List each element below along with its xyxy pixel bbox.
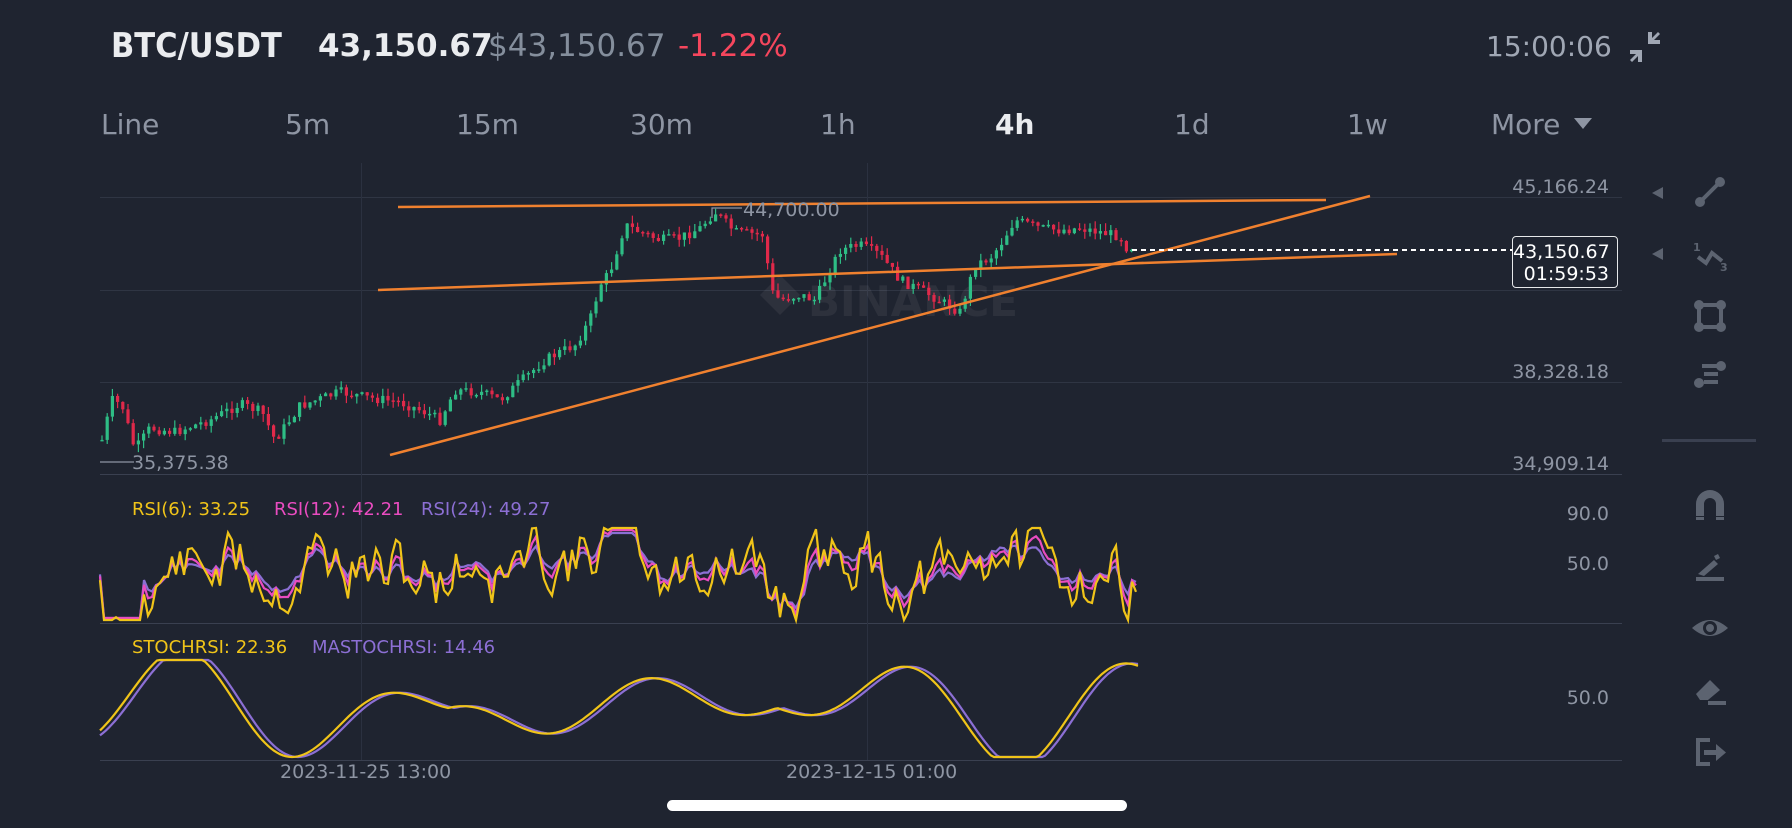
current-price-box: 43,150.67 01:59:53 [1512,236,1618,288]
stoch-axis-label: 50.0 [1566,687,1609,709]
rsi6-label: RSI(6): 33.25 [132,499,251,520]
pane-divider [100,760,1622,761]
vertical-gridline [867,163,868,760]
rsi24-label: RSI(24): 49.27 [421,499,551,520]
tab-5m[interactable]: 5m [285,108,331,141]
stochrsi-label: STOCHRSI: 22.36 [132,637,288,658]
usd-price: $43,150.67 [488,28,666,64]
eye-icon[interactable] [1690,608,1730,648]
tab-1d[interactable]: 1d [1174,108,1210,141]
interval-tabs: Line 5m 15m 30m 1h 4h 1d 1w More [0,108,1792,158]
rsi-axis-label: 50.0 [1566,553,1609,575]
rsi12-label: RSI(12): 42.21 [274,499,404,520]
compress-icon[interactable] [1628,28,1664,64]
last-price: 43,150.67 [318,28,493,64]
tab-4h[interactable]: 4h [995,108,1035,141]
price-axis-label: 45,166.24 [1512,176,1609,198]
parallel-channel-icon[interactable] [1690,356,1730,396]
tab-15m[interactable]: 15m [456,108,519,141]
date-label: 2023-11-25 13:00 [280,761,452,783]
pane-divider [100,623,1622,624]
magnet-icon[interactable] [1690,484,1730,524]
candle-countdown: 01:59:53 [1523,263,1609,285]
tab-30m[interactable]: 30m [630,108,693,141]
svg-text:3: 3 [1720,261,1728,274]
rectangle-icon[interactable] [1690,296,1730,336]
pair-title[interactable]: BTC/USDT [111,26,282,66]
collapse-arrow-icon[interactable] [1652,187,1663,199]
price-axis-label: 34,909.14 [1512,453,1609,475]
tab-line[interactable]: Line [101,108,160,141]
tab-1w[interactable]: 1w [1347,108,1388,141]
header: BTC/USDT 43,150.67 $43,150.67 -1.22% 15:… [0,0,1792,96]
change-percent: -1.22% [678,28,788,64]
svg-text:1: 1 [1693,241,1701,254]
gridline [100,197,1622,198]
collapse-arrow-icon[interactable] [1652,248,1663,260]
gridline [100,290,1622,291]
pane-divider [100,474,1622,475]
tab-more[interactable]: More [1491,108,1593,141]
date-label: 2023-12-15 01:00 [786,761,958,783]
price-axis-label: 38,328.18 [1512,361,1609,383]
vertical-gridline [361,163,362,760]
home-indicator[interactable] [667,800,1127,811]
chevron-down-icon [1574,117,1593,129]
gridline [100,382,1622,383]
tab-1h[interactable]: 1h [820,108,856,141]
current-price-value: 43,150.67 [1513,241,1610,263]
toolbar-divider [1662,439,1756,442]
high-marker: 44,700.00 [743,199,840,221]
trend-line-icon[interactable] [1690,172,1730,212]
tab-more-label: More [1491,108,1561,141]
low-marker: 35,375.38 [132,452,229,474]
exit-icon[interactable] [1690,732,1730,772]
pen-icon[interactable] [1690,546,1730,586]
rsi-axis-label: 90.0 [1566,503,1609,525]
mastochrsi-label: MASTOCHRSI: 14.46 [312,637,496,658]
eraser-icon[interactable] [1690,670,1730,710]
clock: 15:00:06 [1486,30,1612,63]
